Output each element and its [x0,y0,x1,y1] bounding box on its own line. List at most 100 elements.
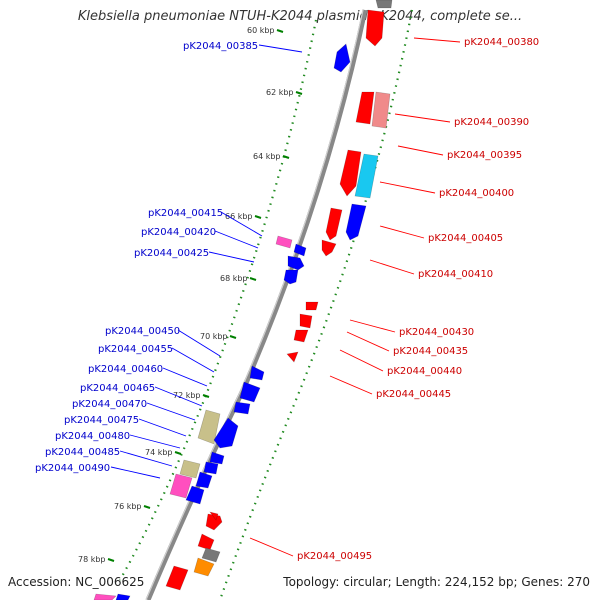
gene-label-reverse: pK2044_00470 [72,399,147,410]
gene-feature [339,149,362,197]
gene-label-reverse: pK2044_00450 [105,326,180,337]
gene-feature [201,547,221,563]
gene-feature [179,459,201,479]
gene-feature [165,565,189,591]
gene-label-reverse: pK2044_00490 [35,463,110,474]
kbp-label: 66 kbp [225,212,253,221]
gene-label-forward: pK2044_00435 [393,346,468,357]
leader-line [129,434,181,449]
kbp-tick [174,451,182,455]
label-leaders [110,37,461,557]
gene-feature [185,485,205,505]
gene-label-forward: pK2044_00390 [454,117,529,128]
gc-dots-inner [119,19,318,581]
gene-feature [169,473,193,499]
gene-label-forward: pK2044_00400 [439,188,514,199]
gene-label-forward: pK2044_00445 [376,389,451,400]
gene-feature [195,471,213,489]
leader-line [413,37,461,43]
gene-feature [193,557,215,577]
kbp-label: 78 kbp [78,555,106,564]
gene-feature [286,351,299,363]
gene-label-forward: pK2044_00405 [428,233,503,244]
leader-line [346,331,390,352]
gene-feature [233,401,251,415]
kbp-label: 62 kbp [266,88,294,97]
leader-line [379,181,436,194]
gene-feature [325,207,343,241]
leader-line [369,259,415,275]
gene-feature [305,301,319,311]
gene-feature [321,239,337,257]
map-title: Klebsiella pneumoniae NTUH-K2044 plasmid… [77,9,523,24]
gene-feature [213,417,239,449]
leader-line [162,367,208,387]
gene-feature [371,91,391,129]
backbone-highlight [145,9,364,600]
kbp-label: 64 kbp [253,152,281,161]
kbp-tick [282,155,290,159]
kbp-label: 76 kbp [114,502,142,511]
gene-feature [375,0,393,9]
kbp-tick [276,29,284,33]
gene-label-reverse: pK2044_00475 [64,415,139,426]
gene-feature [93,593,117,600]
leader-line [258,44,303,53]
gene-label-forward: pK2044_00380 [464,37,539,48]
leader-line [146,402,196,421]
leader-line [394,113,451,123]
kbp-tick [229,335,237,339]
gene-label-reverse: pK2044_00460 [88,364,163,375]
kbp-ticks: 60 kbp 62 kbp 64 kbp 66 kbp 68 kbp 70 kbp 72 k… [78,26,303,564]
gene-feature [209,451,225,465]
leader-line [171,347,215,373]
leader-line [208,251,255,263]
gene-feature [115,593,131,600]
leader-line [220,211,263,237]
gene-feature [299,313,313,329]
gene-label-reverse: pK2044_00480 [55,431,130,442]
leader-line [339,349,384,372]
gene-feature [354,153,379,199]
gene-feature [293,243,307,257]
kbp-tick [254,215,262,219]
gene-feature [275,235,293,249]
gene-label-reverse: pK2044_00385 [183,41,258,52]
accession-text: Accession: NC_006625 [8,575,145,589]
gene-label-forward: pK2044_00395 [447,150,522,161]
gene-feature [283,269,299,285]
leader-line [154,386,203,407]
kbp-tick [295,91,303,95]
gene-feature [287,255,305,271]
gene-feature [205,513,223,531]
leader-line [119,450,173,467]
backbone-arc [145,9,368,600]
kbp-label: 60 kbp [247,26,275,35]
gene-feature [345,203,367,241]
gene-label-reverse: pK2044_00465 [80,383,155,394]
gene-feature [197,409,221,445]
gene-label-reverse: pK2044_00420 [141,227,216,238]
kbp-tick [107,558,115,562]
leader-line [138,418,187,437]
gene-feature [355,91,375,125]
gene-feature [249,365,265,381]
gene-features [93,0,393,600]
leader-line [397,145,444,156]
gene-label-reverse: pK2044_00425 [134,248,209,259]
gene-label-forward: pK2044_00430 [399,327,474,338]
gene-label-forward: pK2044_00440 [387,366,462,377]
gene-label-reverse: pK2044_00455 [98,344,173,355]
leader-line [329,375,373,395]
gene-label-reverse: pK2044_00485 [45,447,120,458]
gene-labels: pK2044_00380 pK2044_00390 pK2044_00395 pK20… [35,37,539,562]
gene-feature [365,9,385,47]
leader-line [214,230,259,249]
leader-line [249,537,294,557]
gene-feature [333,43,351,73]
leader-line [110,466,161,479]
gene-label-reverse: pK2044_00415 [148,208,223,219]
leader-line [349,319,396,333]
kbp-tick [249,277,257,281]
